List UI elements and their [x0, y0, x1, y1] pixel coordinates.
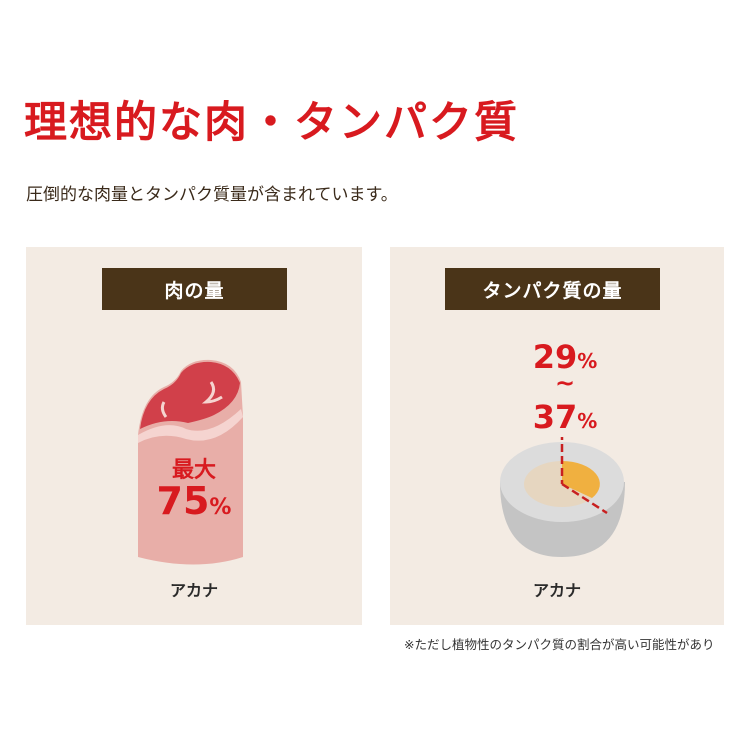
footnote: ※ただし植物性のタンパク質の割合が高い可能性があり: [404, 637, 715, 652]
page-title: 理想的な肉・タンパク質: [24, 98, 519, 148]
page-subtitle: 圧倒的な肉量とタンパク質量が含まれています。: [26, 185, 398, 205]
meat-panel-header: 肉の量: [102, 268, 287, 310]
protein-min-number: 29: [532, 338, 578, 376]
protein-panel: タンパク質の量 29% ~ 37% アカナ: [390, 247, 724, 625]
meat-panel: 肉の量 最大 75% アカナ: [26, 247, 362, 625]
protein-min-unit: %: [577, 349, 598, 373]
protein-max-value: 37%: [510, 399, 620, 439]
meat-icon: [138, 359, 243, 565]
protein-brand-label: アカナ: [532, 581, 581, 600]
protein-max-number: 37: [532, 398, 578, 436]
meat-value-unit: %: [209, 495, 232, 520]
egg-icon: [500, 437, 625, 557]
protein-tilde: ~: [554, 369, 576, 397]
meat-value: 75%: [134, 479, 254, 523]
meat-value-number: 75: [156, 479, 210, 523]
meat-max-label: 最大: [171, 458, 216, 483]
protein-min-value: 29%: [510, 339, 620, 379]
meat-brand-label: アカナ: [169, 581, 218, 600]
protein-panel-header: タンパク質の量: [445, 268, 660, 310]
protein-max-unit: %: [577, 409, 598, 433]
